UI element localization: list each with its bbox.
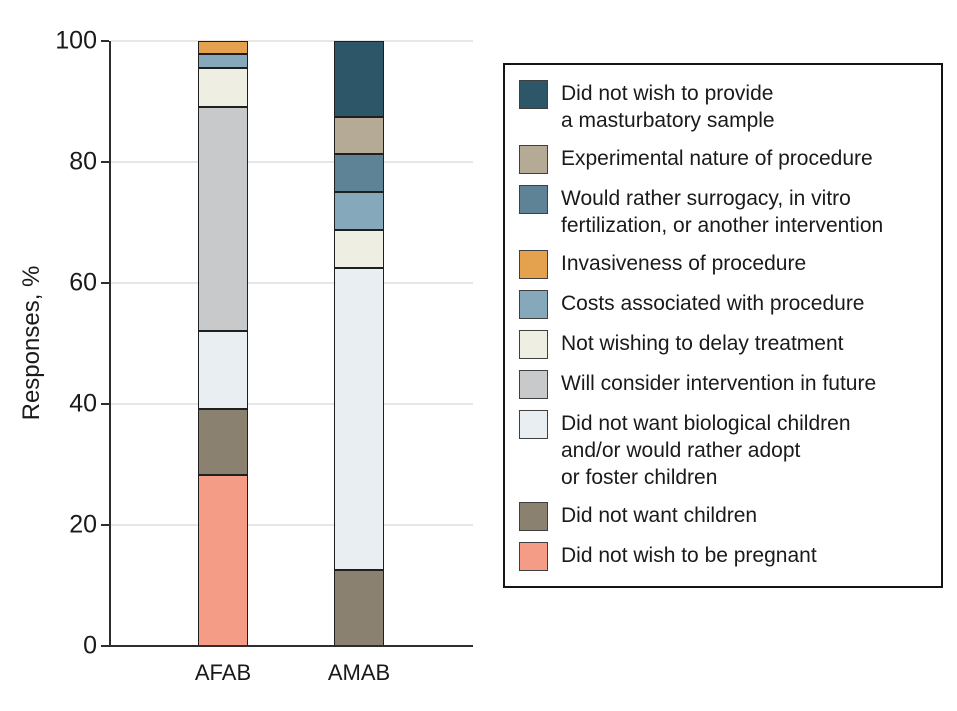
legend-swatch	[519, 185, 548, 214]
legend-item: Would rather surrogacy, in vitro fertiliz…	[519, 185, 927, 239]
bar-segment	[334, 154, 384, 193]
y-tick-label: 0	[83, 631, 97, 660]
gridline-20	[111, 524, 473, 526]
bar-segment	[198, 67, 248, 107]
legend-label-line: Would rather surrogacy, in vitro	[561, 187, 851, 210]
legend-label: Did not want children	[561, 502, 757, 529]
legend-item: Did not want children	[519, 502, 927, 531]
legend-swatch	[519, 330, 548, 359]
legend-swatch	[519, 80, 548, 109]
legend-label: Would rather surrogacy, in vitro fertiliz…	[561, 185, 883, 239]
legend-item: Did not wish to provide a masturbatory sa…	[519, 80, 927, 134]
legend-label: Did not wish to be pregnant	[561, 542, 817, 569]
y-tick-label: 100	[55, 26, 97, 55]
legend: Did not wish to provide a masturbatory sa…	[503, 63, 943, 588]
legend-label: Will consider intervention in future	[561, 370, 876, 397]
legend-label-line: fertilization, or another intervention	[561, 214, 884, 237]
y-tick	[101, 524, 109, 526]
legend-item: Costs associated with procedure	[519, 290, 927, 319]
legend-label-line: Did not wish to be pregnant	[561, 544, 817, 567]
bar-segment	[334, 116, 384, 155]
bar-segment	[334, 230, 384, 268]
y-tick	[101, 403, 109, 405]
legend-label: Invasiveness of procedure	[561, 250, 806, 277]
legend-item: Experimental nature of procedure	[519, 145, 927, 174]
legend-swatch	[519, 370, 548, 399]
y-tick	[101, 161, 109, 163]
plot-area: AFAB AMAB 0 20 40 60 80 100	[55, 28, 473, 685]
legend-label-line: Experimental nature of procedure	[561, 147, 873, 170]
legend-label-line: Invasiveness of procedure	[561, 252, 807, 275]
x-axis-line	[109, 645, 473, 647]
legend-item: Did not want biological children and/or w…	[519, 410, 927, 491]
y-tick-label: 40	[69, 389, 97, 418]
legend-swatch	[519, 145, 548, 174]
legend-item: Invasiveness of procedure	[519, 250, 927, 279]
gridline-40	[111, 403, 473, 405]
legend-label-line: Costs associated with procedure	[561, 292, 865, 315]
bar-segment	[198, 41, 248, 55]
legend-label-line: Will consider intervention in future	[561, 372, 877, 395]
legend-label-line: Not wishing to delay treatment	[561, 332, 844, 355]
legend-swatch	[519, 542, 548, 571]
x-category-label-amab: AMAB	[327, 660, 391, 685]
legend-item: Not wishing to delay treatment	[519, 330, 927, 359]
legend-swatch	[519, 250, 548, 279]
legend-swatch	[519, 502, 548, 531]
x-category-label-afab: AFAB	[194, 660, 252, 685]
legend-swatch	[519, 410, 548, 439]
legend-label-line: Did not wish to provide	[561, 82, 774, 105]
legend-label-line: or foster children	[561, 466, 718, 489]
legend-item: Will consider intervention in future	[519, 370, 927, 399]
bar-segment	[198, 106, 248, 331]
legend-label-line: Did not want children	[561, 504, 758, 527]
legend-label: Not wishing to delay treatment	[561, 330, 843, 357]
legend-label-line: Did not want biological children	[561, 412, 851, 435]
bar-segment	[198, 474, 248, 646]
y-tick-label: 60	[69, 268, 97, 297]
bar-afab	[198, 41, 248, 646]
legend-label: Experimental nature of procedure	[561, 145, 873, 172]
bar-segment	[334, 267, 384, 571]
legend-label-line: and/or would rather adopt	[561, 439, 801, 462]
bar-segment	[198, 54, 248, 68]
legend-label-line: a masturbatory sample	[561, 109, 775, 132]
bar-segment	[334, 570, 384, 646]
y-axis-title: Responses, %	[18, 265, 45, 421]
legend-swatch	[519, 290, 548, 319]
y-tick-label: 80	[69, 147, 97, 176]
y-tick	[101, 282, 109, 284]
bar-segment	[198, 409, 248, 475]
bar-amab	[334, 41, 384, 646]
legend-item: Did not wish to be pregnant	[519, 542, 927, 571]
gridline-80	[111, 161, 473, 163]
bar-segment	[334, 41, 384, 117]
y-tick-label: 20	[69, 510, 97, 539]
legend-label: Costs associated with procedure	[561, 290, 865, 317]
y-tick	[101, 645, 109, 647]
legend-label: Did not want biological children and/or w…	[561, 410, 851, 491]
y-tick	[101, 40, 109, 42]
gridline-100	[111, 40, 473, 42]
gridline-60	[111, 282, 473, 284]
bar-segment	[198, 330, 248, 410]
bar-segment	[334, 192, 384, 231]
legend-label: Did not wish to provide a masturbatory sa…	[561, 80, 775, 134]
y-axis-line	[109, 41, 111, 646]
